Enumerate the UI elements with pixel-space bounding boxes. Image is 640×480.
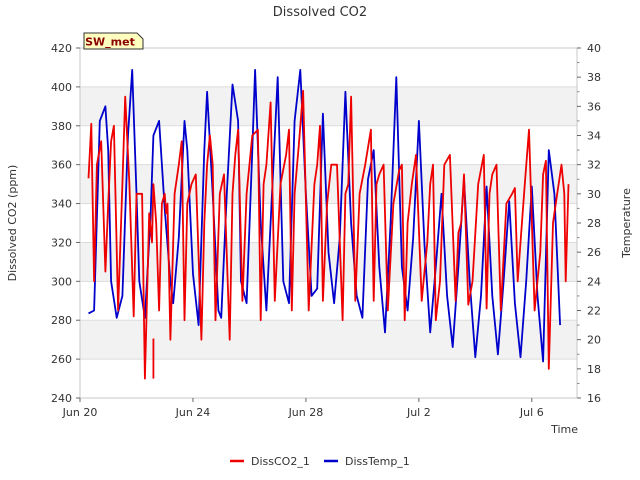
y-tick-label: 360 <box>51 159 72 172</box>
y-axis-ticks: 240 260 280 300 320 340 360 380 400 420 <box>51 42 80 405</box>
y-tick-label: 400 <box>51 81 72 94</box>
x-tick-label: Jul 6 <box>519 406 544 419</box>
y-tick-label: 380 <box>51 120 72 133</box>
site-badge: SW_met <box>83 32 144 50</box>
y2-tick-label: 24 <box>587 275 601 288</box>
series-line-dissco2-1 <box>87 89 570 380</box>
legend-label-dissco2: DissCO2_1 <box>251 455 310 468</box>
x-tick-label: Jun 20 <box>62 406 98 419</box>
y2-tick-label: 38 <box>587 71 601 84</box>
band <box>80 320 577 360</box>
x-tick-label: Jun 24 <box>175 406 211 419</box>
y-axis-label: Dissolved CO2 (ppm) <box>6 165 19 282</box>
y2-tick-label: 16 <box>587 392 601 405</box>
legend: DissCO2_1 DissTemp_1 <box>230 455 410 468</box>
y2-tick-label: 22 <box>587 305 601 318</box>
y2-tick-label: 34 <box>587 130 601 143</box>
chart-title: Dissolved CO2 <box>273 5 367 20</box>
y-tick-label: 240 <box>51 392 72 405</box>
series-line-disstemp-1 <box>88 69 561 363</box>
y-tick-label: 340 <box>51 198 72 211</box>
y-tick-label: 300 <box>51 275 72 288</box>
x-axis-ticks: Jun 20 Jun 24 Jun 28 Jul 2 Jul 6 <box>62 398 544 419</box>
y2-axis-ticks: 16 18 20 22 24 26 28 30 32 34 36 38 40 <box>577 42 601 405</box>
y2-tick-label: 32 <box>587 159 601 172</box>
y-tick-label: 320 <box>51 236 72 249</box>
background-bands <box>80 86 577 360</box>
x-tick-label: Jun 28 <box>288 406 324 419</box>
y-tick-label: 420 <box>51 42 72 55</box>
series-layer <box>87 69 570 380</box>
site-badge-box <box>83 32 144 50</box>
x-axis-label: Time <box>550 423 578 436</box>
y-tick-label: 260 <box>51 353 72 366</box>
y2-tick-label: 18 <box>587 363 601 376</box>
y2-tick-label: 36 <box>587 100 601 113</box>
y2-axis-label: Temperature <box>620 188 633 259</box>
site-badge-text: SW_met <box>85 36 135 49</box>
legend-label-disstemp: DissTemp_1 <box>345 455 410 468</box>
band <box>80 86 577 126</box>
y2-tick-label: 40 <box>587 42 601 55</box>
y2-tick-label: 20 <box>587 334 601 347</box>
x-tick-label: Jul 2 <box>406 406 431 419</box>
y-tick-label: 280 <box>51 314 72 327</box>
y2-tick-label: 30 <box>587 188 601 201</box>
y2-tick-label: 26 <box>587 246 601 259</box>
y2-tick-label: 28 <box>587 217 601 230</box>
